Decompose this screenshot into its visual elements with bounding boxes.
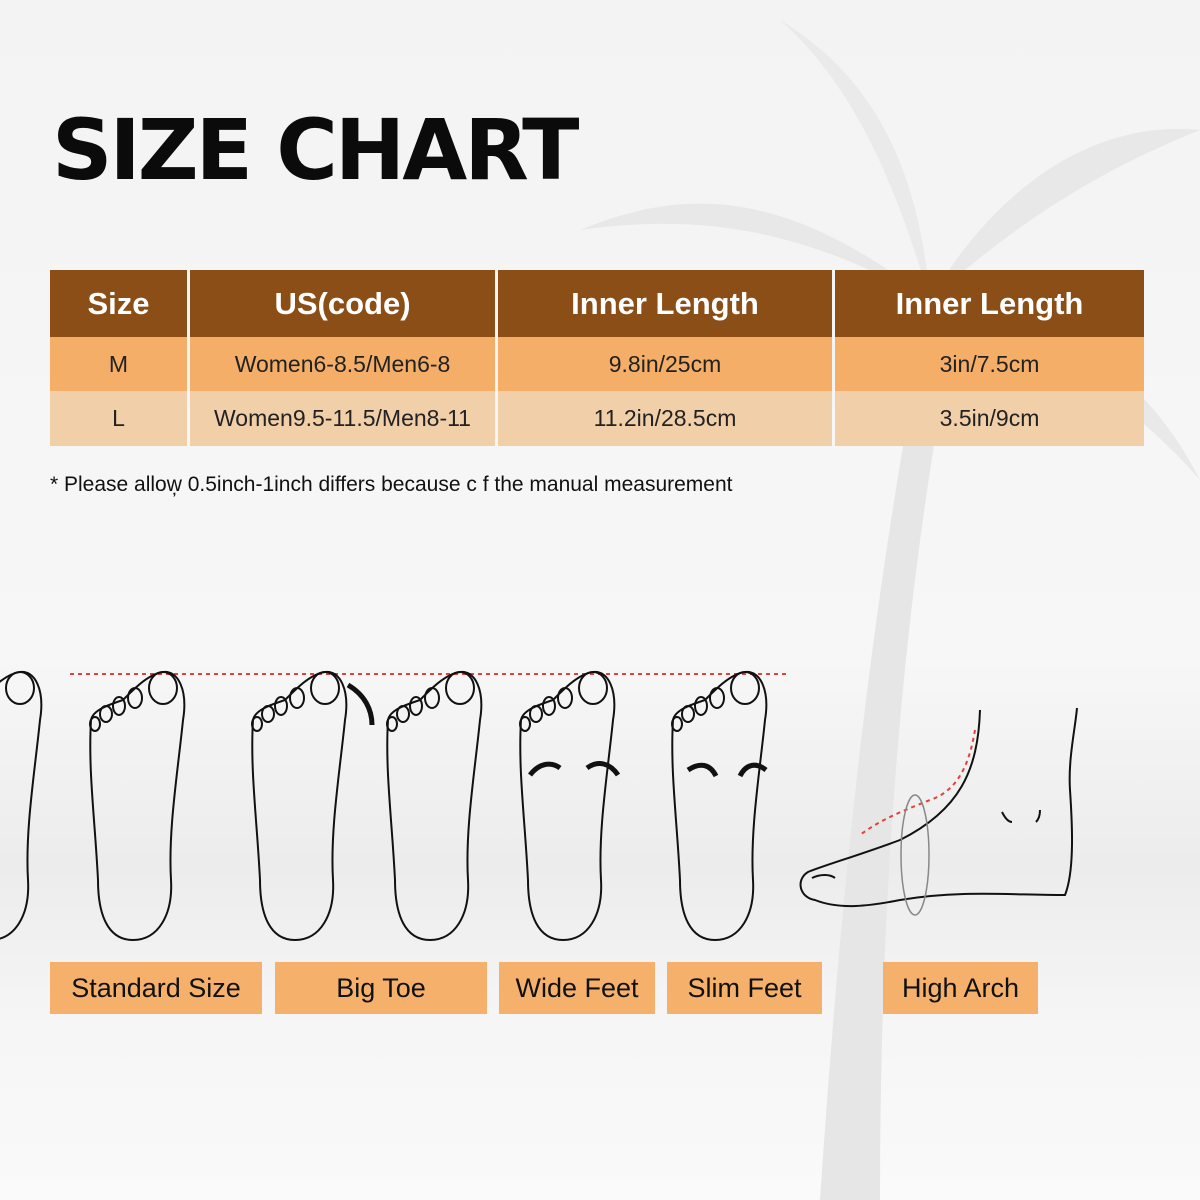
cell-size: L xyxy=(50,391,187,446)
foot-wide-icon xyxy=(386,670,483,941)
label-wide-feet: Wide Feet xyxy=(499,962,655,1014)
cell-us-code: Women9.5-11.5/Men8-11 xyxy=(190,391,495,446)
cell-inner-length-2: 3.5in/9cm xyxy=(835,391,1144,446)
arrows-inward-icon xyxy=(686,762,768,778)
foot-standard-icon xyxy=(0,670,43,940)
foot-wide-icon xyxy=(519,670,616,941)
header-inner-length-2: Inner Length xyxy=(835,270,1144,337)
header-us-code: US(code) xyxy=(190,270,495,337)
foot-standard-icon xyxy=(89,670,186,941)
table-row: M Women6-8.5/Men6-8 9.8in/25cm 3in/7.5cm xyxy=(50,337,1144,391)
arrows-outward-icon xyxy=(528,761,621,777)
cell-inner-length: 11.2in/28.5cm xyxy=(498,391,832,446)
arrow-icon xyxy=(346,682,375,726)
table-header-row: Size US(code) Inner Length Inner Length xyxy=(50,270,1144,337)
foot-high-arch-icon xyxy=(799,707,1078,916)
cell-inner-length-2: 3in/7.5cm xyxy=(835,337,1144,391)
header-inner-length: Inner Length xyxy=(498,270,832,337)
label-slim-feet: Slim Feet xyxy=(667,962,822,1014)
cell-inner-length: 9.8in/25cm xyxy=(498,337,832,391)
size-table: Size US(code) Inner Length Inner Length … xyxy=(47,270,1147,446)
foot-slim-icon xyxy=(671,670,768,941)
cell-us-code: Women6-8.5/Men6-8 xyxy=(190,337,495,391)
page-title: SIZE CHART xyxy=(52,101,579,199)
label-high-arch: High Arch xyxy=(883,962,1038,1014)
cell-size: M xyxy=(50,337,187,391)
foot-big-toe-icon xyxy=(251,670,348,941)
table-row: L Women9.5-11.5/Men8-11 11.2in/28.5cm 3.… xyxy=(50,391,1144,446)
label-big-toe: Big Toe xyxy=(275,962,487,1014)
measurement-note: * Please allow̦ 0.5inch-1inch differs be… xyxy=(50,473,733,496)
label-standard-size: Standard Size xyxy=(50,962,262,1014)
foot-illustrations xyxy=(0,670,1078,941)
header-size: Size xyxy=(50,270,187,337)
